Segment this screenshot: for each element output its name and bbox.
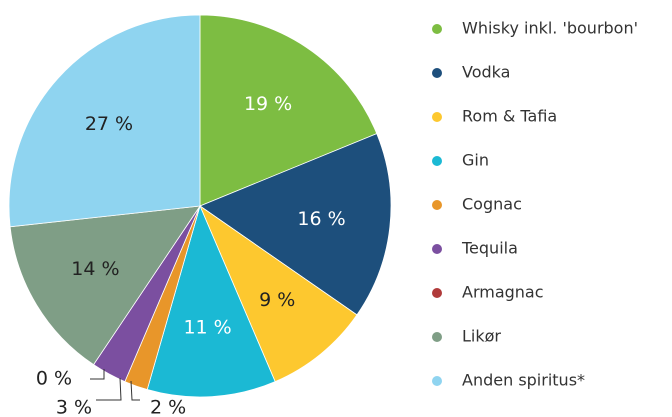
slice-label: 9 % (259, 289, 295, 311)
legend-label: Cognac (462, 195, 522, 214)
legend-label: Tequila (461, 239, 518, 258)
pie-slice (8, 14, 201, 228)
legend-marker (432, 288, 442, 298)
legend-marker (432, 24, 442, 34)
slice-label: 3 % (56, 397, 92, 417)
legend-marker (432, 244, 442, 254)
slice-label: 16 % (297, 208, 345, 230)
slice-label: 0 % (36, 368, 72, 390)
legend-marker (432, 376, 442, 386)
pie-slice (199, 204, 358, 383)
pie-slice (199, 14, 378, 207)
legend-label: Gin (462, 151, 489, 170)
pie-slice (146, 204, 276, 398)
legend-marker (432, 332, 442, 342)
slice-label: 27 % (85, 113, 133, 135)
legend-label: Whisky inkl. 'bourbon' (462, 19, 638, 38)
pie-slice (9, 205, 201, 366)
legend-label: Armagnac (462, 283, 544, 302)
legend-label: Vodka (462, 63, 510, 82)
slice-label: 2 % (150, 397, 186, 417)
legend-label: Rom & Tafia (462, 107, 557, 126)
slice-label: 19 % (244, 93, 292, 115)
leader-line (130, 380, 140, 401)
legend-marker (432, 68, 442, 78)
legend-label: Anden spiritus* (462, 371, 585, 390)
legend-label: Likør (462, 327, 501, 346)
legend-marker (432, 200, 442, 210)
pie-slice (199, 133, 392, 316)
legend-marker (432, 112, 442, 122)
legend-marker (432, 156, 442, 166)
slice-label: 14 % (71, 258, 119, 280)
leader-line (90, 369, 105, 380)
slice-label: 11 % (183, 317, 231, 339)
leader-line (96, 377, 122, 401)
